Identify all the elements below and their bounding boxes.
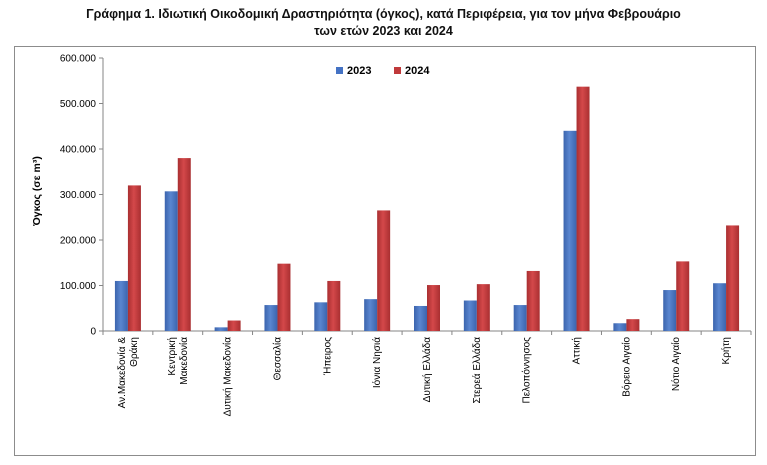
bars xyxy=(114,86,740,331)
y-tick-label: 500.000 xyxy=(60,99,97,110)
y-axis-label: Όγκος (σε m³) xyxy=(31,156,43,227)
x-tick-label: Κρήτη xyxy=(720,337,732,364)
y-tick-label: 400.000 xyxy=(60,145,97,156)
x-tick-label: Πελοπόννησος xyxy=(521,337,533,404)
x-tick-label: Στερεά Ελλάδα xyxy=(471,337,483,404)
bar-2023 xyxy=(563,130,577,331)
bar-2023 xyxy=(414,305,427,331)
x-tick-label: Αττική xyxy=(571,337,583,364)
bar-2023 xyxy=(513,305,527,331)
bar-2023 xyxy=(663,290,677,331)
x-tick-label: Αν.Μακεδονία &Θράκη xyxy=(116,337,140,409)
bar-2024 xyxy=(626,319,640,331)
axes: 0 100.000 200.000 300.000 400.000 500.000 600.… xyxy=(60,54,752,417)
bar-2023 xyxy=(713,283,727,331)
y-tick-label: 600.000 xyxy=(60,54,97,65)
bar-2023 xyxy=(463,300,477,331)
y-tick-label: 300.000 xyxy=(60,190,97,201)
bar-2024 xyxy=(726,225,740,331)
bar-2023 xyxy=(314,302,328,331)
bar-2024 xyxy=(327,280,341,331)
legend-swatch-2023 xyxy=(336,67,343,74)
x-tick-label: Νότιο Αιγαίο xyxy=(670,337,682,391)
bar-2023 xyxy=(364,299,378,331)
x-tick-label: Βόρειο Αιγαίο xyxy=(620,337,632,397)
bar-2024 xyxy=(526,270,540,331)
bar-2023 xyxy=(114,280,128,331)
bar-2023 xyxy=(613,323,627,331)
bar-2024 xyxy=(377,210,391,331)
x-tick-label: ΚεντρικήΜακεδονία xyxy=(166,337,190,385)
legend-swatch-2024 xyxy=(394,67,401,74)
bar-2023 xyxy=(214,327,228,331)
bar-2024 xyxy=(676,261,690,331)
x-tick-label: Ιόνια Νησιά xyxy=(371,337,383,388)
y-tick-label: 200.000 xyxy=(60,236,97,247)
x-tick-label: Ήπειρος xyxy=(322,337,333,376)
x-tick-label: Δυτική Μακεδονία xyxy=(222,337,234,417)
chart-title: Γράφημα 1. Ιδιωτική Οικοδομική Δραστηριό… xyxy=(0,6,767,40)
bar-2024 xyxy=(427,285,440,331)
bar-2024 xyxy=(127,185,141,331)
bar-2024 xyxy=(576,86,590,331)
legend: 2023 2024 xyxy=(336,65,430,77)
y-tick-label: 0 xyxy=(90,327,96,338)
x-tick-label: Θεσσαλία xyxy=(271,337,283,381)
legend-label-2024: 2024 xyxy=(405,65,430,77)
legend-label-2023: 2023 xyxy=(347,65,371,77)
x-tick-label: Δυτική Ελλάδα xyxy=(421,337,433,403)
chart-title-line-2: των ετών 2023 και 2024 xyxy=(314,24,453,38)
bar-2023 xyxy=(264,305,278,331)
bar-2024 xyxy=(476,284,490,331)
y-tick-label: 100.000 xyxy=(60,281,97,292)
bar-2024 xyxy=(177,158,191,331)
bar-2024 xyxy=(277,263,291,331)
chart-title-line-1: Γράφημα 1. Ιδιωτική Οικοδομική Δραστηριό… xyxy=(86,7,681,21)
bar-2024 xyxy=(227,320,241,331)
bar-2023 xyxy=(164,191,178,331)
chart-frame xyxy=(14,46,756,456)
